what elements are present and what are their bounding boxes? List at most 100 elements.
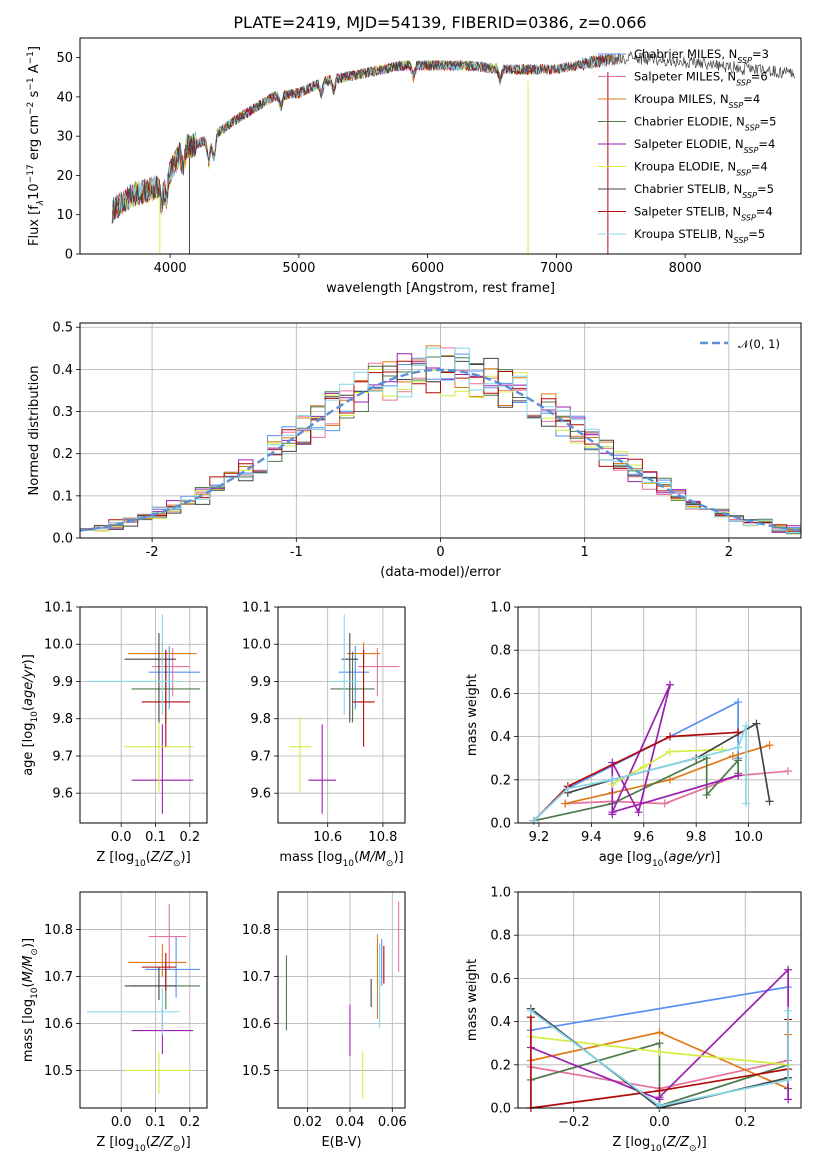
y-tick-label: 10.0 xyxy=(242,638,271,653)
errorbar-salpeter-miles xyxy=(148,903,187,970)
spectrum-series-chabrier-elodie xyxy=(111,60,531,224)
x-tick-label: 0.1 xyxy=(145,1115,166,1130)
weight-marker xyxy=(765,797,774,806)
weight-marker xyxy=(655,1101,664,1110)
weight-marker xyxy=(783,767,792,776)
x-tick-label: 0.0 xyxy=(111,1115,132,1130)
x-tick-label: 8000 xyxy=(669,261,702,276)
y-axis-label: mass weight xyxy=(465,959,480,1041)
errorbar-kroupa-elodie xyxy=(124,716,194,792)
y-axis-label: mass [log10(M/M⊙)] xyxy=(21,938,40,1062)
weight-marker xyxy=(655,1028,664,1037)
errorbar-salpeter-miles xyxy=(152,647,190,697)
weight-marker xyxy=(784,965,793,974)
weight-marker xyxy=(784,1006,793,1015)
weight-marker xyxy=(734,771,743,780)
x-tick-label: 0.0 xyxy=(649,1115,670,1130)
y-tick-label: 10.5 xyxy=(44,1064,73,1079)
axes-frame xyxy=(277,606,406,824)
axes-frame xyxy=(79,606,208,824)
x-tick-label: −0.2 xyxy=(558,1115,590,1130)
errorbar-chabrier-stelib xyxy=(124,967,177,1000)
y-tick-label: 9.7 xyxy=(250,749,271,764)
y-tick-label: 10 xyxy=(56,208,73,223)
x-tick-label: 9.8 xyxy=(686,830,707,845)
y-tick-label: 0.6 xyxy=(490,972,511,987)
x-tick-label: -1 xyxy=(290,545,303,560)
x-tick-label: 0.02 xyxy=(293,1115,322,1130)
y-tick-label: 0.6 xyxy=(490,687,511,702)
y-tick-label: 0.2 xyxy=(52,447,73,462)
x-tick-label: 1 xyxy=(581,545,589,560)
x-tick-label: 0 xyxy=(436,545,444,560)
y-tick-label: 0.8 xyxy=(490,929,511,944)
y-tick-label: 0.0 xyxy=(490,817,511,832)
x-tick-label: 9.2 xyxy=(529,830,550,845)
spectrum-series-kroupa-stelib xyxy=(111,53,621,224)
y-tick-label: 9.9 xyxy=(52,675,73,690)
y-tick-label: 10.6 xyxy=(44,1017,73,1032)
spectrum-series-kroupa-elodie xyxy=(111,60,531,224)
weight-marker xyxy=(655,1086,664,1095)
figure-title: PLATE=2419, MJD=54139, FIBERID=0386, z=0… xyxy=(233,13,646,32)
axes-frame xyxy=(517,891,802,1109)
y-tick-label: 0.3 xyxy=(52,405,73,420)
mass-vs-ebv-panel: 0.02 0.04 0.06 10.5 10.6 10.7 10.8 E(B-V) xyxy=(242,891,407,1150)
weights-kroupa-stelib xyxy=(529,721,750,825)
errorbar-chabrier-stelib xyxy=(124,633,177,723)
weight-marker xyxy=(655,1047,664,1056)
x-axis-label: age [log10(age/yr)] xyxy=(599,850,721,869)
legend-entry: Salpeter ELODIE, NSSP=4 xyxy=(634,137,775,155)
errorbar-chabrier-miles xyxy=(338,646,370,710)
errorbar-kroupa-elodie xyxy=(124,1051,194,1094)
weight-marker xyxy=(665,732,674,741)
weights-salpeter-stelib xyxy=(529,728,743,825)
legend-entry: Salpeter STELIB, NSSP=4 xyxy=(634,205,773,223)
weight-marker xyxy=(660,799,669,808)
y-axis-label: age [log10(age/yr)] xyxy=(21,654,40,776)
errorbar-salpeter-elodie xyxy=(308,724,336,814)
x-tick-label: 9.4 xyxy=(581,830,602,845)
legend-entry: Salpeter MILES, NSSP=6 xyxy=(634,70,768,88)
weights-vs-Z-panel: −0.2 0.0 0.2 0.0 0.2 0.4 0.6 0.8 1.0 Z [log10(Z/Z… xyxy=(465,886,802,1154)
x-tick-label: 0.1 xyxy=(145,830,166,845)
axes-frame xyxy=(277,891,406,1109)
normal-curve xyxy=(79,368,802,532)
x-tick-label: 0.2 xyxy=(179,830,200,845)
y-tick-label: 0.4 xyxy=(52,363,73,378)
x-tick-label: 0.04 xyxy=(335,1115,364,1130)
mass-vs-Z-panel: 0.0 0.1 0.2 10.5 10.6 10.7 10.8 Z [log10(Z/Z⊙)]… xyxy=(21,891,208,1154)
y-tick-label: 10.1 xyxy=(242,601,271,616)
y-tick-label: 0.4 xyxy=(490,730,511,745)
x-tick-label: 5000 xyxy=(282,261,315,276)
weights-vs-age-panel: 9.2 9.4 9.6 9.8 10.0 0.0 0.2 0.4 0.6 0.8 1.0 age [l… xyxy=(465,601,802,869)
weights-salpeter-elodie xyxy=(608,680,743,819)
residuals-legend: 𝒩(0, 1) xyxy=(700,337,780,351)
weight-marker xyxy=(784,1095,793,1104)
y-tick-label: 0.2 xyxy=(490,773,511,788)
x-tick-label: 7000 xyxy=(540,261,573,276)
weight-marker xyxy=(529,816,538,825)
y-tick-label: 0.5 xyxy=(52,321,73,336)
errorbar-salpeter-elodie xyxy=(131,724,194,814)
weight-marker xyxy=(634,808,643,817)
y-tick-label: 10.0 xyxy=(44,638,73,653)
weight-marker xyxy=(665,680,674,689)
y-tick-label: 50 xyxy=(56,51,73,66)
age-vs-mass-panel: 10.6 10.8 9.6 9.7 9.8 9.9 10.0 10.1 mass [log10(… xyxy=(242,601,406,869)
y-tick-label: 10.5 xyxy=(242,1064,271,1079)
y-tick-label: 10.1 xyxy=(44,601,73,616)
x-axis-label: E(B-V) xyxy=(321,1135,361,1150)
weights-kroupa-stelib xyxy=(526,1006,793,1110)
errorbar-kroupa-miles xyxy=(128,943,187,977)
errorbar-kroupa-stelib xyxy=(86,988,180,1036)
x-axis-label: Z [log10(Z/Z⊙)] xyxy=(612,1135,706,1154)
spectrum-series-chabrier-stelib xyxy=(111,51,795,224)
weight-marker xyxy=(608,775,617,784)
x-tick-label: 0.2 xyxy=(179,1115,200,1130)
y-tick-label: 10.7 xyxy=(44,970,73,985)
weight-marker xyxy=(665,747,674,756)
weight-marker xyxy=(665,775,674,784)
x-axis-label: (data-model)/error xyxy=(380,565,501,580)
axes-frame xyxy=(517,606,802,824)
